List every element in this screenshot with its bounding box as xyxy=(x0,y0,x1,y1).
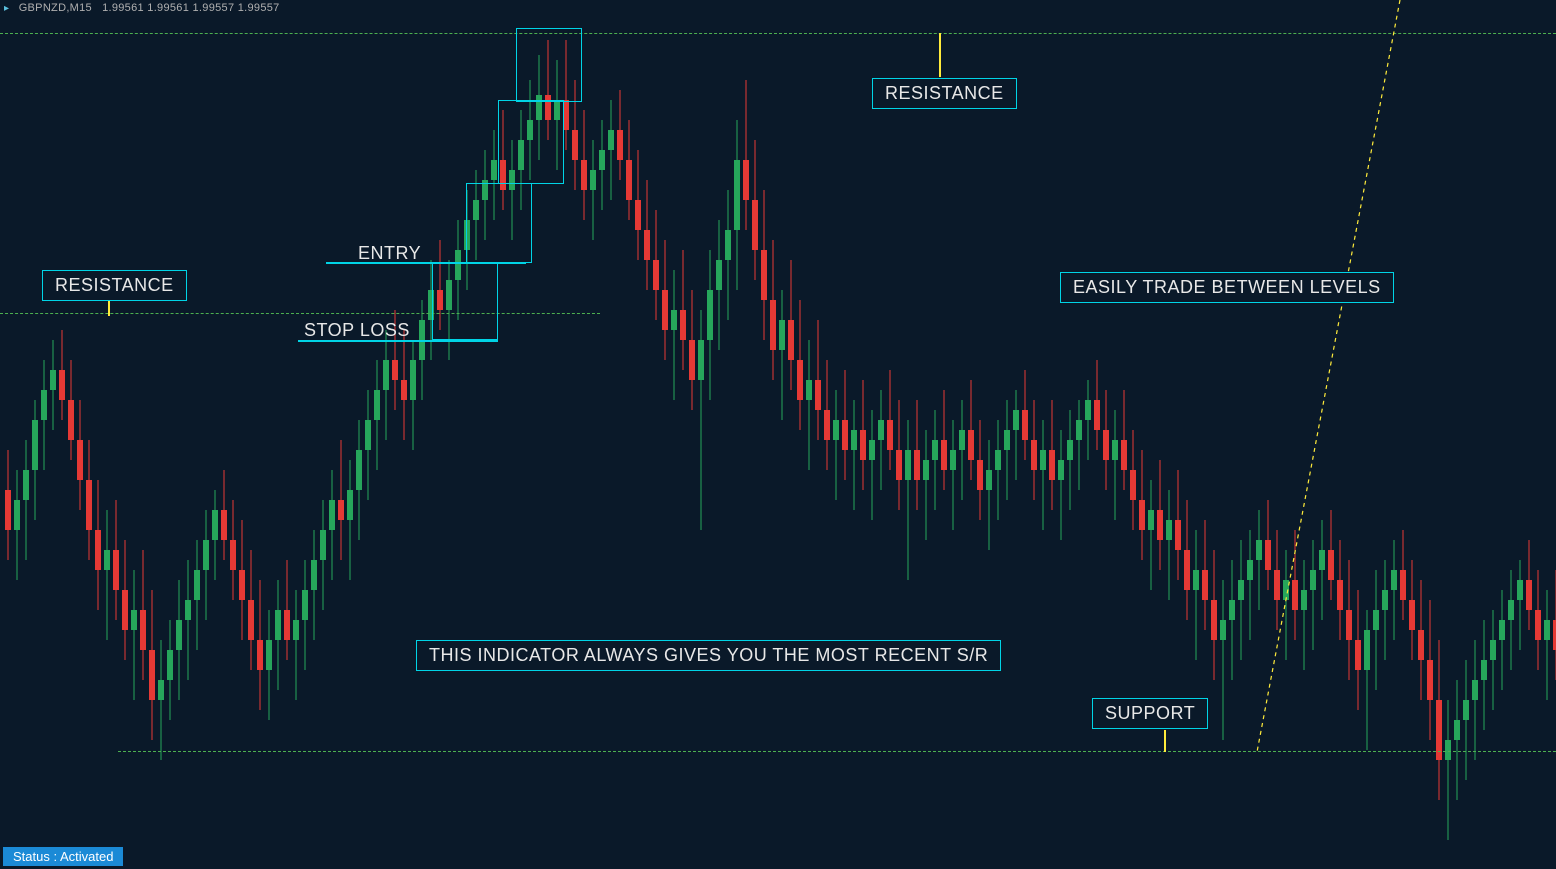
resistance-label-right: RESISTANCE xyxy=(872,78,1017,109)
status-bar: Status : Activated xyxy=(3,847,123,866)
chart-header: ▸ GBPNZD,M15 1.99561 1.99561 1.99557 1.9… xyxy=(4,2,280,14)
support-label: SUPPORT xyxy=(1092,698,1208,729)
symbol-label: GBPNZD,M15 xyxy=(19,2,92,14)
candlestick-chart[interactable] xyxy=(0,0,1556,869)
easily-trade-label: EASILY TRADE BETWEEN LEVELS xyxy=(1060,272,1394,303)
resistance-top-line xyxy=(0,33,1556,34)
resistance-label-left: RESISTANCE xyxy=(42,270,187,301)
indicator-note-label: THIS INDICATOR ALWAYS GIVES YOU THE MOST… xyxy=(416,640,1001,671)
triangle-right-icon: ▸ xyxy=(4,3,9,14)
entry-label: ENTRY xyxy=(358,243,421,264)
resistance-mid-line xyxy=(0,313,600,314)
support-tick xyxy=(1164,730,1166,752)
resistance-right-tick xyxy=(939,33,941,77)
ohlc-values: 1.99561 1.99561 1.99557 1.99557 xyxy=(102,2,280,14)
zone-box xyxy=(498,100,564,184)
support-line xyxy=(118,751,1556,752)
zone-box xyxy=(466,183,532,263)
zone-box xyxy=(432,262,498,340)
zone-box xyxy=(516,28,582,102)
stoploss-label: STOP LOSS xyxy=(304,320,410,341)
chart-container[interactable]: ▸ GBPNZD,M15 1.99561 1.99561 1.99557 1.9… xyxy=(0,0,1556,869)
